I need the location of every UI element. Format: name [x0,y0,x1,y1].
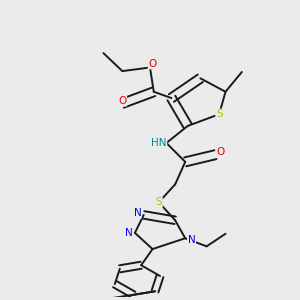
Text: O: O [118,96,126,106]
Text: N: N [188,235,195,244]
Text: S: S [216,109,223,119]
Text: O: O [148,59,157,69]
Text: O: O [216,147,225,157]
Text: S: S [155,197,162,207]
Text: HN: HN [151,138,166,148]
Text: N: N [125,228,133,238]
Text: N: N [134,208,141,218]
